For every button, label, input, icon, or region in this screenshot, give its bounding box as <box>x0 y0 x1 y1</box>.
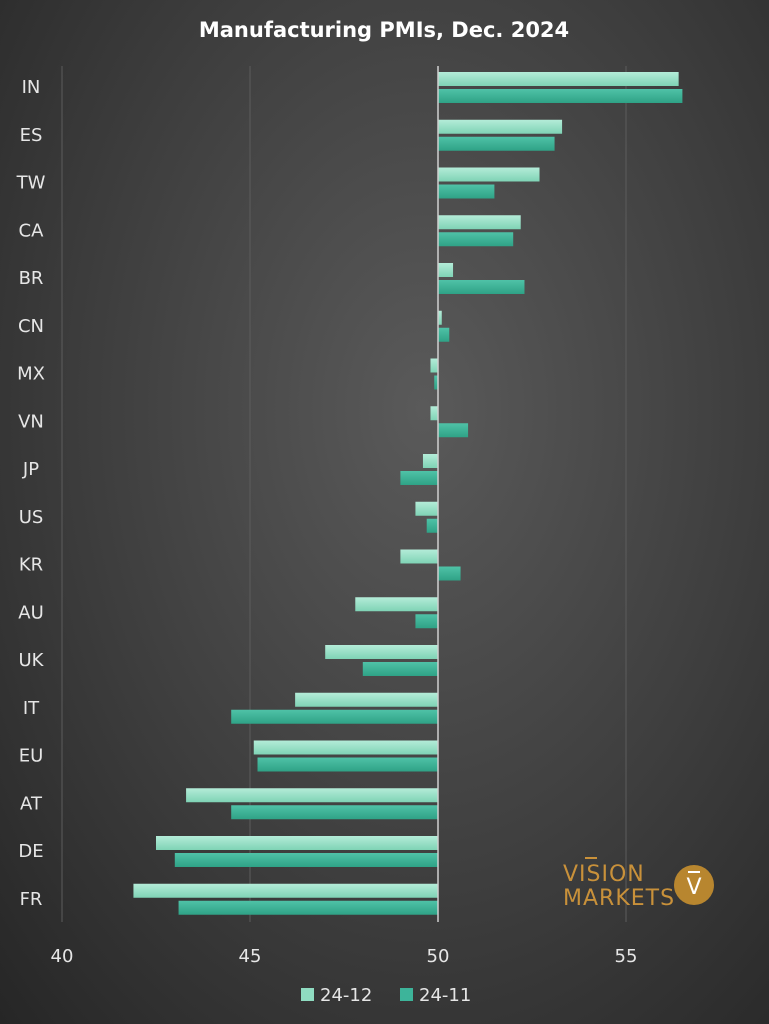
bar-24-11-EU <box>257 757 438 772</box>
logo-circle-icon <box>674 865 714 905</box>
bar-24-11-AT <box>231 805 438 820</box>
x-tick-label: 50 <box>427 946 450 967</box>
legend-swatch <box>400 988 413 1001</box>
category-label: AT <box>20 793 43 814</box>
bar-24-11-CA <box>438 232 514 247</box>
bar-24-11-MX <box>434 375 438 390</box>
bar-24-11-IN <box>438 89 683 103</box>
category-label: KR <box>19 555 43 576</box>
category-label: DE <box>18 841 43 862</box>
bar-24-11-CN <box>438 327 450 342</box>
bar-24-11-US <box>426 518 438 533</box>
category-label: VN <box>18 411 44 432</box>
category-label: UK <box>19 650 45 671</box>
bar-24-12-MX <box>430 358 438 373</box>
category-label: AU <box>18 602 44 623</box>
category-label: IN <box>22 77 41 98</box>
bar-24-12-IT <box>295 692 438 707</box>
bar-24-12-BR <box>438 263 454 277</box>
bar-24-11-DE <box>174 853 439 867</box>
category-label: ES <box>20 125 43 146</box>
bar-24-12-DE <box>156 836 438 850</box>
bar-24-11-IT <box>231 709 438 724</box>
bar-24-12-UK <box>325 645 438 659</box>
bar-24-11-VN <box>438 423 469 438</box>
x-tick-label: 40 <box>51 946 74 967</box>
category-label: FR <box>20 889 43 910</box>
category-label: TW <box>16 173 46 194</box>
bar-24-12-VN <box>430 406 438 421</box>
logo-line1: VISION <box>563 862 645 887</box>
legend-swatch <box>301 988 314 1001</box>
bar-24-12-ES <box>438 119 563 134</box>
category-label: EU <box>19 746 44 767</box>
logo-mark: V <box>686 875 701 900</box>
bar-24-12-JP <box>422 454 438 468</box>
bar-24-12-AT <box>186 788 438 803</box>
bar-24-12-FR <box>133 883 438 898</box>
category-label: US <box>19 507 44 528</box>
bar-24-12-EU <box>253 740 438 755</box>
category-label: MX <box>17 364 45 385</box>
category-label: BR <box>19 268 44 289</box>
category-label: JP <box>22 459 39 480</box>
bar-24-11-FR <box>178 900 438 915</box>
bar-24-11-ES <box>438 136 555 151</box>
bar-24-12-CN <box>438 310 442 325</box>
vision-markets-logo: VISION MARKETS V <box>563 857 714 911</box>
bar-24-11-KR <box>438 566 461 581</box>
category-label: CN <box>18 316 44 337</box>
bar-24-11-JP <box>400 471 438 485</box>
chart-title: Manufacturing PMIs, Dec. 2024 <box>199 18 569 42</box>
bar-24-11-UK <box>362 662 438 676</box>
bar-24-12-AU <box>355 597 438 612</box>
bar-24-12-TW <box>438 167 540 182</box>
x-tick-label: 45 <box>239 946 262 967</box>
bar-24-12-KR <box>400 549 438 564</box>
bar-24-12-US <box>415 501 438 516</box>
bar-24-11-BR <box>438 280 525 294</box>
x-tick-label: 55 <box>615 946 638 967</box>
bar-24-12-IN <box>438 72 679 86</box>
bar-24-11-AU <box>415 614 438 629</box>
logo-line2: MARKETS <box>563 886 675 911</box>
legend-label: 24-12 <box>320 985 372 1006</box>
bar-24-12-CA <box>438 215 521 230</box>
category-label: IT <box>23 698 40 719</box>
legend-label: 24-11 <box>419 985 471 1006</box>
category-label: CA <box>19 220 45 241</box>
bar-24-11-TW <box>438 184 495 199</box>
